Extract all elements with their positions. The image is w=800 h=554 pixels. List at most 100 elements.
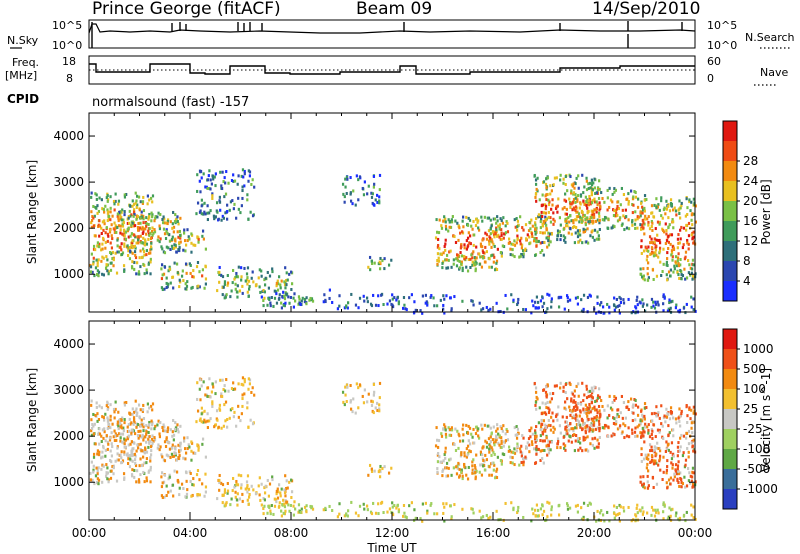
velocity-cell [648, 443, 652, 447]
power-cell [634, 226, 637, 230]
power-cell [460, 262, 463, 266]
velocity-cell [608, 394, 611, 398]
power-cell [137, 195, 141, 199]
power-cell [123, 193, 126, 197]
power-cell [541, 193, 544, 197]
power-cell [358, 175, 362, 179]
velocity-cell [235, 424, 238, 428]
velocity-cell [650, 505, 654, 509]
power-cell [622, 193, 626, 197]
power-cell [669, 268, 673, 272]
velocity-cell [500, 462, 503, 466]
velocity-cell [512, 451, 515, 455]
velocity-cell [542, 461, 545, 465]
velocity-cell [106, 427, 109, 431]
velocity-cell [566, 507, 570, 511]
power-cell [547, 215, 550, 219]
velocity-cell [450, 517, 453, 521]
velocity-cell [692, 449, 695, 453]
velocity-cell [213, 425, 216, 429]
y-tick-label: 1000 [53, 475, 84, 489]
velocity-cell [129, 442, 132, 446]
power-cell [683, 257, 687, 261]
power-cell [224, 192, 228, 196]
power-cell [450, 309, 453, 313]
velocity-cell [443, 505, 446, 509]
power-cell [111, 214, 114, 218]
power-cell [237, 174, 240, 178]
power-cell [606, 196, 609, 200]
velocity-cell [676, 467, 679, 471]
velocity-cell [198, 418, 202, 422]
power-cell [674, 260, 677, 264]
power-cell [178, 278, 181, 282]
power-cell [426, 303, 429, 307]
power-cell [443, 244, 446, 248]
velocity-cell [668, 506, 671, 510]
velocity-cell [191, 493, 194, 497]
power-cell [206, 186, 209, 190]
power-cell [290, 288, 293, 292]
velocity-cell [603, 408, 606, 412]
velocity-cell [587, 411, 591, 415]
velocity-cell [572, 427, 575, 431]
power-cell [167, 269, 170, 273]
power-cell [625, 226, 629, 230]
velocity-cell [684, 519, 687, 523]
power-cell [361, 186, 364, 190]
power-cell [491, 240, 494, 244]
velocity-cell [123, 445, 126, 449]
power-cell [471, 263, 474, 267]
power-cell [98, 234, 101, 238]
velocity-cell [112, 466, 115, 470]
velocity-cell [138, 464, 141, 468]
power-cell [184, 282, 187, 286]
power-cell [101, 247, 104, 251]
velocity-cell [440, 434, 444, 438]
velocity-cell [95, 466, 98, 470]
velocity-cell [634, 434, 637, 438]
power-cell [267, 286, 271, 290]
velocity-cell [192, 483, 195, 487]
power-cell [634, 190, 637, 194]
power-cell [96, 244, 99, 248]
velocity-cell [663, 414, 666, 418]
velocity-cell [233, 485, 236, 489]
velocity-cell [557, 405, 560, 409]
velocity-cell [96, 419, 99, 423]
power-cell [112, 258, 115, 262]
power-cell [283, 297, 287, 301]
velocity-cell [102, 464, 105, 468]
power-cell [188, 237, 191, 241]
velocity-cell [598, 416, 601, 420]
power-cell [518, 255, 521, 259]
power-cell [679, 237, 682, 241]
velocity-cell [172, 433, 176, 437]
power-cell [260, 274, 263, 278]
y-tick-label: 4000 [53, 129, 84, 143]
power-cell [283, 283, 287, 287]
power-cell [574, 200, 577, 204]
power-cell [149, 231, 152, 235]
velocity-cell [492, 450, 495, 454]
power-cell [519, 254, 522, 258]
velocity-cell [457, 446, 460, 450]
power-cell [637, 197, 640, 201]
power-cell [663, 296, 666, 300]
velocity-cell [684, 458, 688, 462]
velocity-cell [496, 427, 499, 431]
velocity-cell [624, 424, 627, 428]
power-cell [482, 250, 485, 254]
velocity-cell [227, 389, 230, 393]
colorbar-tick-label: -500 [743, 462, 770, 476]
power-cell [512, 298, 515, 302]
power-cell [686, 206, 689, 210]
power-cell [685, 302, 688, 306]
power-cell [533, 236, 536, 240]
power-cell [254, 284, 258, 288]
power-cell [496, 247, 499, 251]
power-cell [575, 226, 578, 230]
velocity-cell [533, 381, 536, 385]
power-cell [402, 306, 405, 310]
velocity-cell [655, 461, 658, 465]
